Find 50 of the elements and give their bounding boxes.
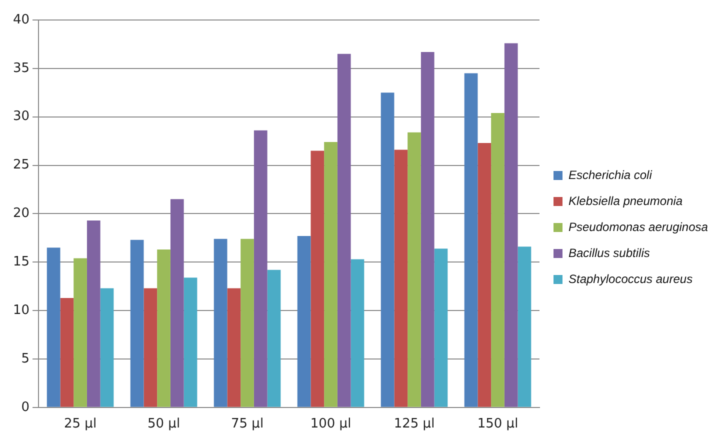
bar: [100, 288, 114, 407]
bar: [170, 199, 184, 407]
bar: [60, 298, 74, 407]
y-tick-label: 5: [21, 351, 30, 366]
x-tick-label: 25 µl: [64, 416, 97, 432]
legend-label: Escherichia coli: [568, 168, 652, 182]
bar: [310, 150, 324, 407]
bar: [46, 248, 60, 407]
y-tick-label: 40: [12, 12, 30, 28]
bar: [394, 150, 408, 407]
y-tick-label: 10: [12, 302, 30, 318]
bar: [504, 43, 518, 407]
legend-label: Klebsiella pneumonia: [568, 194, 683, 208]
x-tick-label: 125 µl: [394, 416, 435, 432]
x-tick-label: 150 µl: [477, 416, 518, 432]
y-tick-label: 25: [12, 158, 30, 173]
bar: [434, 248, 448, 407]
bar: [157, 250, 170, 407]
bar: [297, 236, 311, 407]
bar: [380, 92, 394, 407]
bar: [478, 143, 492, 407]
bar: [324, 142, 338, 407]
bar: [184, 278, 198, 407]
bar: [337, 54, 351, 407]
bar: [254, 130, 268, 407]
y-tick-label: 30: [12, 109, 30, 124]
legend-label: Staphylococcus aureus: [568, 272, 693, 286]
bar: [130, 240, 144, 407]
y-tick-label: 0: [21, 400, 30, 415]
bar: [214, 238, 228, 407]
y-tick-label: 15: [12, 254, 30, 270]
legend-label: Bacillus subtilis: [568, 246, 650, 260]
y-tick-label: 35: [12, 60, 30, 76]
bar: [267, 270, 281, 407]
bar: [464, 73, 478, 407]
bar: [227, 288, 241, 407]
x-tick-label: 75 µl: [230, 416, 264, 432]
bar: [518, 246, 532, 407]
bar: [74, 258, 87, 407]
bar: [420, 52, 434, 407]
bar: [144, 288, 158, 407]
legend-label: Pseudomonas aeruginosa: [568, 220, 708, 234]
bar: [86, 220, 100, 407]
bar: [408, 132, 421, 407]
bar: [240, 238, 254, 407]
x-tick-label: 100 µl: [310, 416, 352, 432]
bar: [350, 259, 364, 407]
x-tick-label: 50 µl: [148, 416, 180, 432]
y-tick-label: 20: [12, 206, 30, 222]
bar: [491, 112, 504, 407]
